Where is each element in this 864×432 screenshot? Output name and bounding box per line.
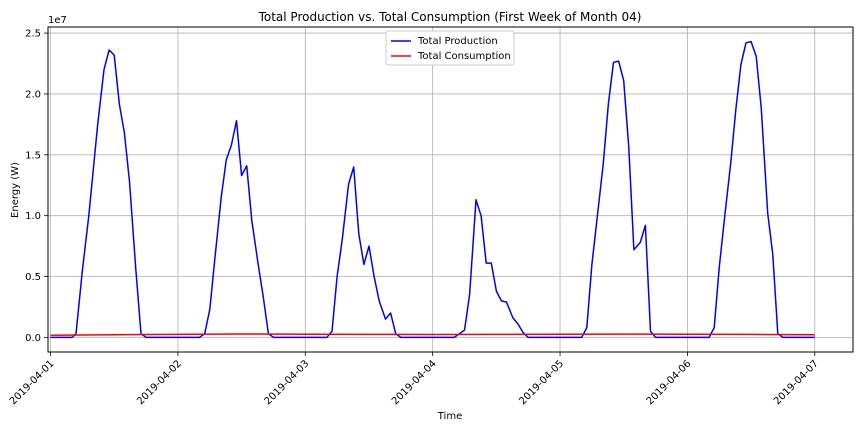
y-axis: 0.0 0.5 1.0 1.5 2.0 2.5 bbox=[25, 29, 48, 344]
series-group bbox=[50, 40, 815, 339]
series-line-total-production bbox=[50, 40, 815, 339]
y-tick-label: 1.5 bbox=[25, 150, 41, 161]
legend: Total Production Total Consumption bbox=[385, 30, 515, 66]
x-tick-label: 2019-04-02 bbox=[135, 358, 184, 407]
x-axis: 2019-04-01 2019-04-02 2019-04-03 2019-04-04… bbox=[8, 352, 821, 407]
chart-title: Total Production vs. Total Consumption (… bbox=[258, 10, 642, 24]
x-axis-label: Time bbox=[437, 411, 462, 422]
y-tick-label: 2.5 bbox=[25, 29, 41, 40]
x-tick-label: 2019-04-04 bbox=[390, 358, 439, 407]
y-tick-label: 2.0 bbox=[25, 89, 41, 100]
y-offset-label: 1e7 bbox=[48, 15, 67, 26]
y-tick-label: 0.0 bbox=[25, 333, 41, 344]
x-tick-label: 2019-04-06 bbox=[645, 358, 694, 407]
x-tick-label: 2019-04-01 bbox=[8, 358, 57, 407]
x-tick-label: 2019-04-03 bbox=[263, 358, 312, 407]
series-line-total-consumption bbox=[50, 333, 815, 336]
y-axis-label: Energy (W) bbox=[10, 162, 21, 218]
y-tick-label: 1.0 bbox=[25, 211, 41, 222]
y-tick-label: 0.5 bbox=[25, 272, 41, 283]
legend-label-consumption: Total Consumption bbox=[417, 51, 511, 62]
x-tick-label: 2019-04-05 bbox=[517, 358, 566, 407]
x-tick-label: 2019-04-07 bbox=[772, 358, 821, 407]
plot-frame bbox=[47, 26, 854, 353]
legend-box bbox=[385, 30, 515, 66]
grid bbox=[48, 27, 853, 352]
legend-label-production: Total Production bbox=[417, 36, 498, 47]
